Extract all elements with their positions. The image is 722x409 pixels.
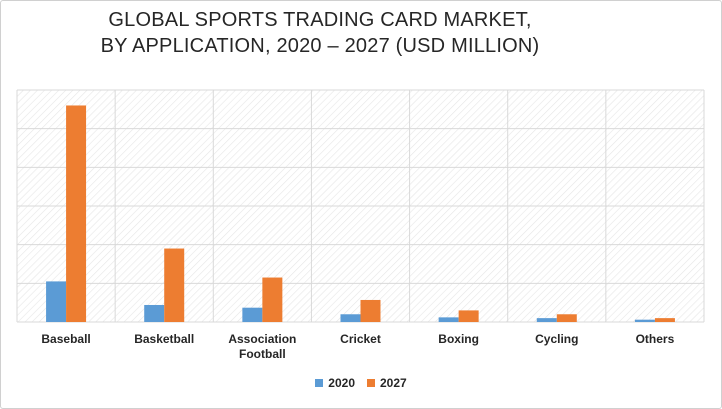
category-label: Baseball bbox=[41, 332, 90, 346]
bar-2020-boxing bbox=[438, 317, 459, 322]
legend-item-2020: 2020 bbox=[315, 376, 355, 390]
bar-2027-others bbox=[654, 318, 675, 322]
category-label: Boxing bbox=[438, 332, 479, 346]
bar-2027-cricket bbox=[360, 299, 381, 322]
bar-2020-cycling bbox=[536, 318, 557, 322]
bar-2020-basketball bbox=[144, 304, 165, 322]
category-label-line: Baseball bbox=[41, 332, 90, 346]
chart-title-line-2: BY APPLICATION, 2020 – 2027 (USD MILLION… bbox=[100, 35, 540, 57]
bars bbox=[46, 105, 675, 322]
category-label: Basketball bbox=[134, 332, 194, 346]
bar-2020-others bbox=[634, 319, 655, 322]
legend-swatch-2020 bbox=[315, 379, 324, 387]
bar-2020-baseball bbox=[46, 281, 67, 322]
legend-label-2020: 2020 bbox=[328, 376, 355, 390]
category-label-line: Cricket bbox=[340, 332, 381, 346]
category-label: Others bbox=[636, 332, 675, 346]
category-labels: Baseball Basketball Association Football Cri… bbox=[41, 332, 674, 361]
category-label: Association Football bbox=[228, 332, 296, 361]
bar-2027-boxing bbox=[458, 310, 479, 322]
category-label-line: Boxing bbox=[438, 332, 479, 346]
legend-label-2027: 2027 bbox=[380, 376, 407, 390]
chart-title: GLOBAL SPORTS TRADING CARD MARKET, BY AP… bbox=[0, 7, 640, 59]
bar-2027-cycling bbox=[556, 314, 577, 322]
chart-title-line-1: GLOBAL SPORTS TRADING CARD MARKET, bbox=[108, 9, 532, 31]
bar-2027-association-football bbox=[262, 277, 283, 322]
legend-swatch-2027 bbox=[367, 379, 375, 387]
category-label-line: Others bbox=[636, 332, 675, 346]
bar-2020-association-football bbox=[242, 307, 263, 322]
bar-2027-baseball bbox=[66, 105, 87, 322]
category-label-line: Football bbox=[239, 347, 286, 361]
legend-item-2027: 2027 bbox=[367, 376, 407, 390]
category-label: Cycling bbox=[535, 332, 578, 346]
category-label-line: Basketball bbox=[134, 332, 194, 346]
bar-2027-basketball bbox=[164, 248, 185, 322]
bar-2020-cricket bbox=[340, 314, 361, 322]
category-label: Cricket bbox=[340, 332, 381, 346]
category-label-line: Cycling bbox=[535, 332, 578, 346]
category-label-line: Association bbox=[228, 332, 296, 346]
legend: 2020 2027 bbox=[0, 376, 722, 390]
